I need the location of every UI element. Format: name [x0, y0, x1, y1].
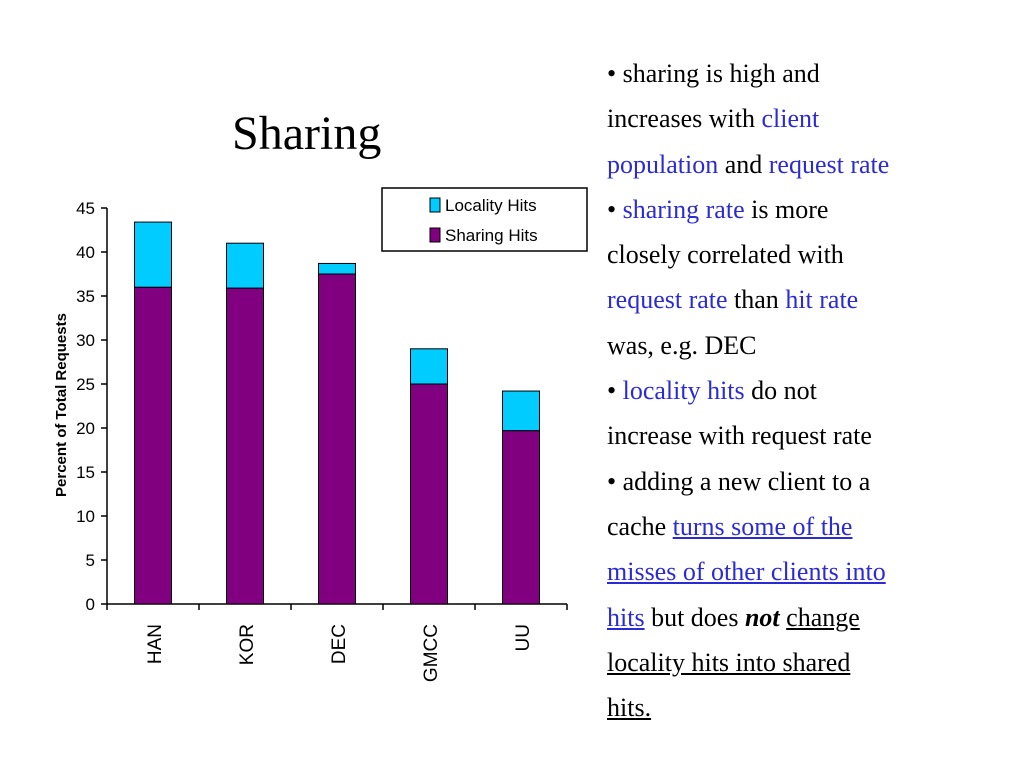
bullet-line: was, e.g. DEC	[607, 323, 1017, 368]
bullet-segment: do not	[744, 376, 817, 406]
y-tick-label: 0	[86, 595, 95, 614]
bar-sharing-gmcc	[410, 383, 448, 605]
bullet-segment: turns some of the	[672, 511, 853, 541]
bullet-segment: population	[607, 149, 719, 179]
bar-locality-uu	[502, 390, 540, 432]
x-tick-label-gmcc: GMCC	[421, 624, 442, 682]
legend-swatch-locality	[429, 197, 441, 213]
legend-swatch-sharing	[429, 227, 441, 243]
bullet-line: increases with client	[607, 96, 1017, 141]
bullet-line: • adding a new client to a	[607, 459, 1017, 504]
bullet-segment: request rate	[768, 149, 890, 179]
y-axis-label: Percent of Total Requests	[53, 313, 70, 497]
bullet-line: closely correlated with	[607, 232, 1017, 277]
bar-sharing-han	[134, 286, 172, 605]
bullet-segment: but does	[644, 602, 745, 632]
chart-tick-labels: 0 5 10 15 20 25 30 35 40 45 HAN KOR DEC GMCC UU	[76, 199, 534, 682]
bar-locality-dec	[318, 262, 356, 275]
bullet-line: hits.	[607, 685, 1017, 730]
legend-label-locality: Locality Hits	[445, 196, 537, 215]
slide-title: Sharing	[232, 107, 382, 160]
bullet-segment: cache	[607, 511, 673, 541]
bullet-segment: client	[761, 104, 820, 134]
bullet-line: • sharing is high and	[607, 51, 1017, 96]
bullet-line: request rate than hit rate	[607, 277, 1017, 322]
bullet-line: locality hits into shared	[607, 640, 1017, 685]
y-tick-label: 15	[76, 463, 95, 482]
bullet-segment: than	[727, 285, 786, 315]
x-tick-label-dec: DEC	[329, 624, 350, 664]
bar-locality-gmcc	[410, 348, 448, 385]
legend-box	[381, 187, 588, 252]
x-tick-label-kor: KOR	[237, 624, 258, 665]
bullet-segment: was, e.g. DEC	[607, 330, 757, 360]
bullet-text: • sharing is high and increases with clie…	[607, 51, 1017, 730]
y-tick-label: 45	[76, 199, 95, 218]
x-tick-label-han: HAN	[145, 624, 166, 664]
bullet-segment: sharing rate	[622, 194, 745, 224]
bullet-segment: hit rate	[785, 285, 859, 315]
bullet-segment: hits.	[607, 693, 652, 723]
y-tick-label: 5	[86, 551, 95, 570]
bullet-segment: request rate	[607, 285, 728, 315]
bullet-line: misses of other clients into	[607, 549, 1017, 594]
bullet-segment: • sharing is high and	[607, 59, 820, 88]
bullet-line: • sharing rate is more	[607, 187, 1017, 232]
bullet-segment: •	[607, 376, 623, 406]
bullet-line: population and request rate	[607, 142, 1017, 187]
bar-sharing-uu	[502, 430, 540, 605]
bullet-segment: change	[786, 602, 860, 632]
y-tick-label: 35	[76, 287, 95, 306]
bar-sharing-dec	[318, 273, 356, 605]
x-tick-label-uu: UU	[513, 624, 534, 651]
bullet-segment: locality hits into shared	[607, 647, 851, 677]
bullet-segment: increases with	[607, 104, 762, 134]
bullet-line: increase with request rate	[607, 413, 1017, 458]
chart-legend: Locality Hits Sharing Hits	[381, 187, 588, 252]
bullet-segment: closely correlated with	[607, 240, 844, 270]
y-tick-label: 10	[76, 507, 95, 526]
bullet-segment: hits	[607, 602, 645, 632]
stacked-bar-chart: 0 5 10 15 20 25 30 35 40 45 HAN KOR DEC GMCC UU Percen…	[53, 187, 588, 682]
bar-sharing-kor	[226, 287, 264, 605]
y-tick-label: 30	[76, 331, 95, 350]
bullet-segment: is more	[744, 194, 829, 224]
bar-locality-han	[134, 221, 172, 288]
y-tick-label: 25	[76, 375, 95, 394]
y-tick-label: 20	[76, 419, 95, 438]
bullet-segment: locality hits	[622, 376, 745, 406]
chart-bars	[134, 221, 540, 605]
bullet-segment: •	[607, 194, 623, 224]
bullet-segment: not	[744, 602, 780, 632]
bullet-segment: increase with request rate	[607, 421, 872, 451]
bullet-segment: • adding a new client to a	[607, 466, 871, 496]
bullet-line: cache turns some of the	[607, 504, 1017, 549]
bullet-segment: and	[718, 149, 769, 179]
bullet-line: • locality hits do not	[607, 368, 1017, 413]
y-tick-label: 40	[76, 243, 95, 262]
bullet-segment: misses of other clients into	[607, 557, 886, 587]
bar-locality-kor	[226, 242, 264, 289]
legend-label-sharing: Sharing Hits	[445, 226, 538, 245]
bullet-line: hits but does not change	[607, 595, 1017, 640]
